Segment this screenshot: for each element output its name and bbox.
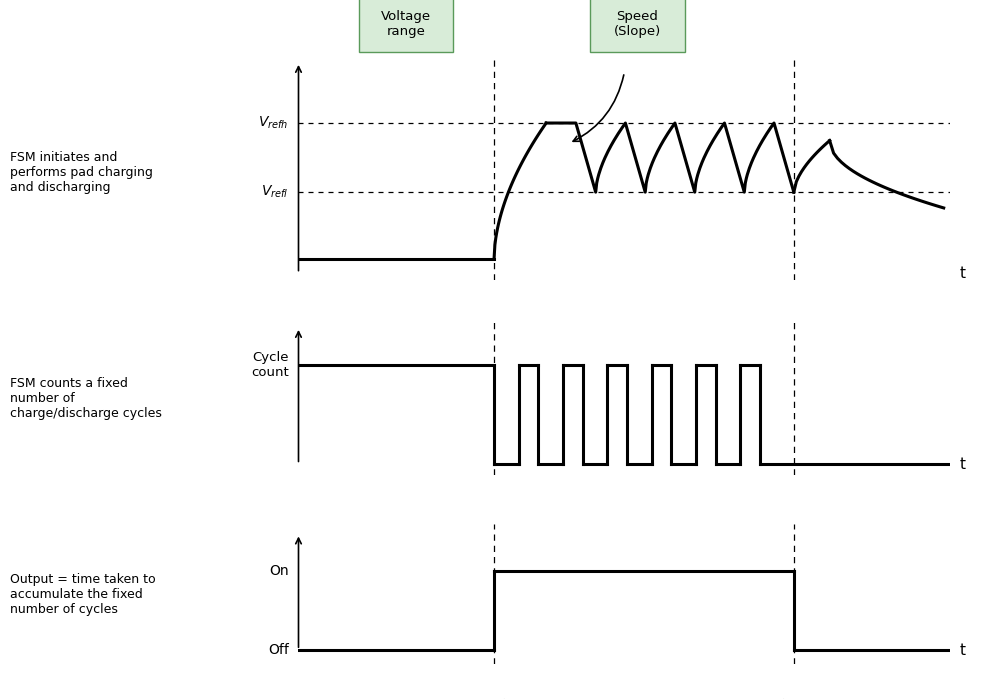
Text: Speed
(Slope): Speed (Slope) bbox=[613, 10, 660, 38]
Text: On: On bbox=[268, 564, 288, 578]
Text: $V_{refl}$: $V_{refl}$ bbox=[261, 184, 288, 201]
Text: Cycle
count: Cycle count bbox=[250, 352, 288, 380]
Text: FSM initiates and
performs pad charging
and discharging: FSM initiates and performs pad charging … bbox=[10, 151, 153, 194]
Text: t: t bbox=[959, 266, 965, 281]
Text: FSM counts a fixed
number of
charge/discharge cycles: FSM counts a fixed number of charge/disc… bbox=[10, 377, 162, 420]
Text: Output = time taken to
accumulate the fixed
number of cycles: Output = time taken to accumulate the fi… bbox=[10, 572, 155, 616]
Text: $V_{refh}$: $V_{refh}$ bbox=[258, 115, 288, 131]
Text: Voltage
range: Voltage range bbox=[381, 10, 430, 38]
Text: t: t bbox=[959, 642, 965, 658]
Text: t: t bbox=[959, 457, 965, 472]
Text: Off: Off bbox=[267, 643, 288, 657]
